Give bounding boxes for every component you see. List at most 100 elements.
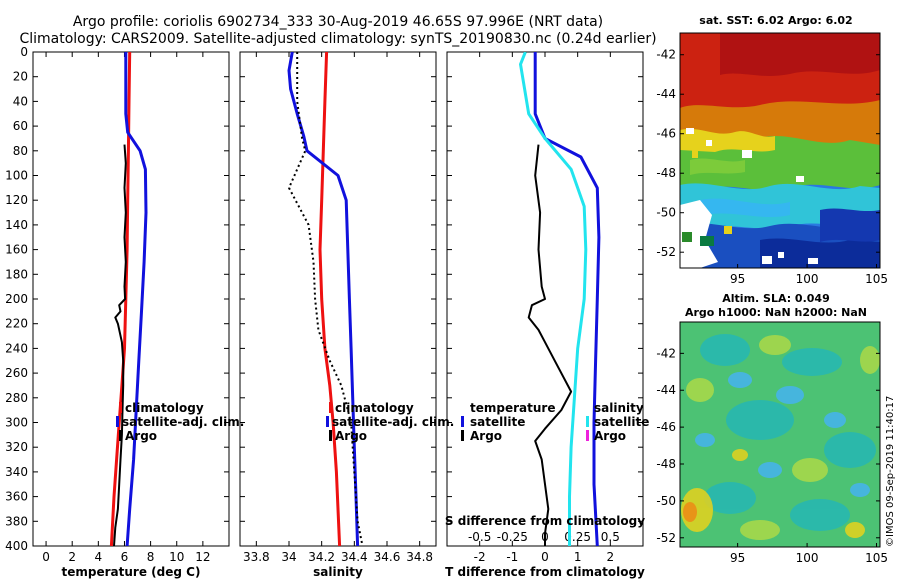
y-tick-label: 100 (5, 169, 28, 183)
timestamp-label: ©IMOS 09-Sep-2019 11:40:17 (885, 396, 896, 547)
difference-x-ticks: -2 -1 0 1 2 (474, 52, 614, 564)
legend-swatch-argo (329, 430, 332, 441)
sst-map-panel: sat. SST: 6.02 Argo: 6.02 (656, 14, 888, 286)
map-y-tick-label: -52 (656, 531, 676, 545)
x-tick-label: 6 (121, 550, 129, 564)
y-tick-label: 60 (13, 119, 28, 133)
series-line-s-satellite (519, 52, 588, 546)
sla-map-panel: Altim. SLA: 0.049 Argo h1000: NaN h2000:… (656, 292, 888, 565)
salinity-y-ticks (240, 51, 436, 547)
map-x-tick-label: 95 (730, 551, 745, 565)
salinity-axes-frame (239, 51, 437, 547)
map-y-tick-label: -48 (656, 457, 676, 471)
legend-swatch-satellite-adj (116, 416, 119, 427)
x-tick-label: 34.2 (308, 550, 335, 564)
salinity-xlabel: salinity (313, 565, 363, 579)
sst-map-title: sat. SST: 6.02 Argo: 6.02 (699, 14, 852, 27)
legend-swatch-s-satellite (586, 416, 589, 427)
map-y-tick-label: -50 (656, 206, 676, 220)
series-line-argo (288, 52, 364, 546)
legend-label-argo: Argo (335, 429, 367, 443)
temperature-xlabel: temperature (deg C) (62, 565, 201, 579)
y-tick-label: 140 (5, 218, 28, 232)
y-tick-label: 340 (5, 465, 28, 479)
y-tick-label: 180 (5, 267, 28, 281)
x-tick-label: 10 (169, 550, 184, 564)
map-y-tick-label: -42 (656, 346, 676, 360)
legend-swatch-t-argo (461, 430, 464, 441)
sla-map-x-ticks: 95 100 105 (730, 543, 888, 565)
difference-panel: -2 -1 0 1 2 -0.5 -0.25 0 0.25 0.5 T difference f… (445, 51, 649, 579)
y-tick-label: 280 (5, 391, 28, 405)
sla-map-frame (679, 321, 881, 548)
title-line2: Climatology: CARS2009. Satellite-adjuste… (19, 31, 656, 47)
series-line-satellite-adj-clim- (287, 52, 360, 546)
title-line1: Argo profile: coriolis 6902734_333 30-Au… (73, 14, 603, 30)
sla-map-y-ticks: -42 -44 -46 -48 -50 -52 (656, 346, 880, 545)
y-tick-label: 380 (5, 514, 28, 528)
temperature-lines (109, 52, 148, 546)
y-tick-label: 160 (5, 243, 28, 257)
series-line-climatology (318, 52, 342, 546)
series-line-t-satellite (533, 52, 601, 546)
temperature-panel: 0204060801001201401601802002202402602803… (5, 45, 244, 579)
x-tick-label: 2 (607, 550, 615, 564)
legend-swatch-climatology (119, 402, 122, 413)
x-tick-label: 0 (541, 550, 549, 564)
sst-map-image (680, 33, 880, 268)
map-y-tick-label: -50 (656, 494, 676, 508)
x-tick-label: 4 (95, 550, 103, 564)
x-tick-label: 34.4 (341, 550, 368, 564)
temperature-x-ticks: 0 2 4 6 8 10 12 (42, 52, 211, 564)
y-tick-label: 120 (5, 193, 28, 207)
legend-label-argo: Argo (125, 429, 157, 443)
x-tick-label: -2 (474, 550, 486, 564)
y-tick-label: 20 (13, 70, 28, 84)
map-x-tick-label: 100 (796, 272, 819, 286)
salinity-legend: climatology satellite-adj. clim. Argo (326, 401, 454, 443)
sst-map-x-ticks: 95 100 105 (730, 264, 888, 286)
x-tick-label: 34 (281, 550, 296, 564)
legend-label-satellite-adj: satellite-adj. clim. (332, 415, 454, 429)
map-x-tick-label: 95 (730, 272, 745, 286)
x-tick-label: 2 (68, 550, 76, 564)
map-y-tick-label: -42 (656, 48, 676, 62)
x-tick-label: 34.6 (374, 550, 401, 564)
x-tick-label: 33.8 (243, 550, 270, 564)
difference-xlabel: T difference from climatology (445, 565, 645, 579)
y-tick-label: 0 (20, 45, 28, 59)
sst-map-y-ticks: -42 -44 -46 -48 -50 -52 (656, 48, 880, 259)
map-x-tick-label: 105 (865, 551, 888, 565)
legend-swatch-climatology (329, 402, 332, 413)
legend-title-temperature: temperature (470, 401, 555, 415)
map-y-tick-label: -46 (656, 127, 676, 141)
secondary-x-tick-label: -0.25 (497, 530, 528, 544)
sla-map-image (680, 322, 880, 547)
map-y-tick-label: -44 (656, 383, 676, 397)
map-y-tick-label: -44 (656, 87, 676, 101)
y-tick-label: 240 (5, 341, 28, 355)
legend-label-t-satellite: satellite (470, 415, 525, 429)
secondary-x-tick-label: -0.5 (468, 530, 491, 544)
y-tick-label: 40 (13, 94, 28, 108)
difference-legend: temperature satellite Argo salinity sate… (461, 401, 649, 443)
x-tick-label: -1 (506, 550, 518, 564)
salinity-lines (287, 52, 364, 546)
temperature-axes-frame (32, 51, 230, 547)
y-tick-label: 320 (5, 440, 28, 454)
y-tick-label: 200 (5, 292, 28, 306)
legend-label-s-satellite: satellite (594, 415, 649, 429)
y-tick-label: 360 (5, 490, 28, 504)
legend-swatch-argo (119, 430, 122, 441)
series-line-climatology (109, 52, 132, 546)
map-y-tick-label: -52 (656, 245, 676, 259)
legend-swatch-satellite-adj (326, 416, 329, 427)
map-y-tick-label: -46 (656, 420, 676, 434)
y-tick-label: 80 (13, 144, 28, 158)
series-line-t-argo (527, 144, 573, 546)
y-tick-label: 400 (5, 539, 28, 553)
legend-title-salinity: salinity (594, 401, 644, 415)
legend-swatch-s-argo (586, 430, 589, 441)
legend-label-t-argo: Argo (470, 429, 502, 443)
